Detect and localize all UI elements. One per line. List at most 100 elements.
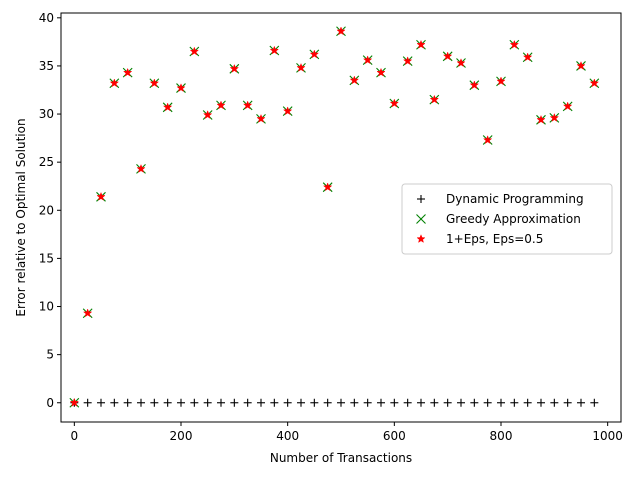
data-point xyxy=(270,398,279,407)
y-axis-label: Error relative to Optimal Solution xyxy=(14,118,28,316)
data-point xyxy=(217,398,225,407)
y-tick-label: 35 xyxy=(39,59,54,73)
data-point xyxy=(109,78,119,88)
data-point xyxy=(69,397,79,407)
data-point xyxy=(176,83,186,93)
data-point xyxy=(443,398,452,407)
data-point xyxy=(83,398,92,407)
x-tick-label: 800 xyxy=(490,429,513,443)
legend-entry: 1+Eps, Eps=0.5 xyxy=(416,232,543,246)
data-point xyxy=(203,110,213,119)
data-point xyxy=(589,78,599,88)
data-point xyxy=(337,398,345,407)
y-tick-label: 15 xyxy=(39,251,54,265)
x-tick-label: 0 xyxy=(71,429,79,443)
data-point xyxy=(323,398,332,407)
data-point xyxy=(523,52,533,62)
data-point xyxy=(83,308,93,318)
data-point xyxy=(123,398,132,407)
data-point xyxy=(550,398,559,407)
data-point xyxy=(456,58,466,68)
data-point xyxy=(390,398,399,407)
data-point xyxy=(190,398,199,407)
data-point xyxy=(469,80,479,90)
y-tick-label: 10 xyxy=(39,300,54,314)
legend-label: 1+Eps, Eps=0.5 xyxy=(446,232,543,246)
series-3 xyxy=(69,26,599,407)
y-tick-label: 30 xyxy=(39,107,54,121)
data-point xyxy=(577,398,585,407)
data-point xyxy=(296,62,306,72)
data-point xyxy=(403,398,412,407)
data-point xyxy=(243,100,253,110)
data-point xyxy=(377,398,385,407)
data-point xyxy=(229,63,239,73)
data-point xyxy=(417,398,425,407)
data-point xyxy=(136,164,146,173)
data-point xyxy=(163,102,173,112)
legend: Dynamic Programming Greedy Approximation 1… xyxy=(401,183,613,255)
data-point xyxy=(376,67,386,77)
data-point xyxy=(257,398,265,407)
data-point xyxy=(429,94,439,104)
legend-label: Greedy Approximation xyxy=(446,212,581,226)
data-point xyxy=(363,55,373,65)
data-point xyxy=(310,398,319,407)
legend-marker xyxy=(416,234,426,243)
x-tick-label: 200 xyxy=(170,429,193,443)
data-point xyxy=(523,398,532,407)
data-point xyxy=(297,398,305,407)
plot-frame xyxy=(60,12,622,423)
data-point xyxy=(510,398,519,407)
data-point xyxy=(483,398,492,407)
data-point xyxy=(350,398,359,407)
data-point xyxy=(457,398,465,407)
data-point xyxy=(497,398,505,407)
legend-frame xyxy=(401,183,613,255)
legend-marker xyxy=(416,214,426,224)
data-point xyxy=(97,398,105,407)
legend-entries: Dynamic Programming Greedy Approximation 1… xyxy=(416,192,584,246)
data-point xyxy=(496,76,506,86)
legend-entry: Dynamic Programming xyxy=(417,192,584,206)
data-point xyxy=(309,49,319,59)
legend-marker xyxy=(417,195,425,203)
data-point xyxy=(243,398,252,407)
data-point xyxy=(230,398,239,407)
data-point xyxy=(203,398,212,407)
y-tick-label: 40 xyxy=(39,11,54,25)
data-point xyxy=(403,56,413,66)
x-axis-ticks: 0 200 400 600 800 1000 xyxy=(71,422,623,443)
data-point xyxy=(150,398,159,407)
data-point xyxy=(137,398,145,407)
data-point xyxy=(416,39,426,49)
data-point xyxy=(110,398,119,407)
data-point xyxy=(563,101,573,111)
x-tick-label: 1000 xyxy=(592,429,623,443)
data-point xyxy=(96,191,106,201)
data-point xyxy=(430,398,439,407)
data-point xyxy=(509,39,519,49)
data-point xyxy=(470,398,479,407)
data-point xyxy=(269,45,279,55)
x-tick-label: 600 xyxy=(383,429,406,443)
y-tick-label: 25 xyxy=(39,155,54,169)
data-point xyxy=(256,113,266,123)
data-point xyxy=(363,398,372,407)
data-point xyxy=(483,135,493,144)
x-axis-label: Number of Transactions xyxy=(270,451,412,465)
data-point xyxy=(590,398,599,407)
legend-entry: Greedy Approximation xyxy=(416,212,581,226)
data-point xyxy=(336,26,346,36)
data-point xyxy=(549,113,559,122)
x-tick-label: 400 xyxy=(276,429,299,443)
y-tick-label: 0 xyxy=(46,396,54,410)
data-point xyxy=(123,67,133,77)
data-point xyxy=(536,114,546,124)
data-point xyxy=(216,100,226,110)
data-point xyxy=(576,61,586,70)
data-point xyxy=(443,51,453,61)
data-point xyxy=(349,75,359,85)
legend-label: Dynamic Programming xyxy=(446,192,584,206)
